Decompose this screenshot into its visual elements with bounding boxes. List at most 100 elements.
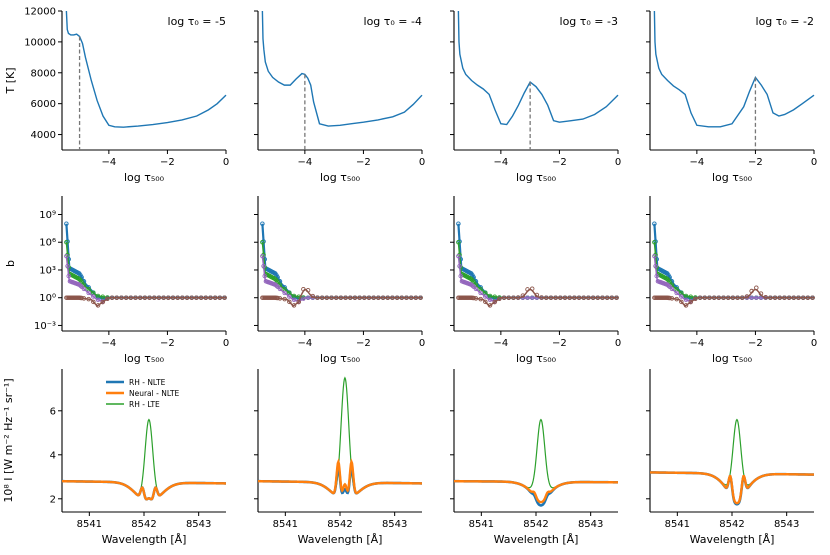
b-circle-1-3-19 bbox=[301, 286, 306, 292]
b-circle-1-3-13 bbox=[275, 295, 280, 301]
temp-ytick-0-0-label: 4000 bbox=[31, 130, 56, 141]
b-circle-1-3-15 bbox=[282, 296, 287, 302]
b-circle-0-3-32 bbox=[166, 295, 171, 300]
b-circle-2-2-26 bbox=[529, 295, 535, 300]
b-circles-1-3 bbox=[260, 286, 423, 308]
b-circle-2-0-0 bbox=[456, 221, 461, 226]
b-circle-2-3-16 bbox=[483, 299, 488, 305]
b-ytick-0-1-label: 10⁰ bbox=[39, 293, 56, 304]
b-circle-3-3-14 bbox=[669, 296, 675, 301]
axes-layer bbox=[58, 10, 815, 516]
b-circle-0-3-41 bbox=[208, 295, 213, 300]
b-circle-0-3-24 bbox=[128, 295, 134, 300]
spec-xtick-1-2-label: 8543 bbox=[382, 519, 407, 530]
b-circle-3-3-36 bbox=[772, 295, 778, 300]
b-circle-0-3-13 bbox=[79, 295, 84, 301]
b-xtick-0-0-label: −4 bbox=[101, 338, 116, 349]
b-circle-2-3-41 bbox=[600, 295, 605, 300]
b-circle-0-3-17 bbox=[95, 303, 101, 308]
b-circle-2-2-12 bbox=[470, 283, 475, 288]
spec-lte-curve-2 bbox=[454, 418, 618, 489]
b-circle-0-3-19 bbox=[105, 296, 110, 302]
b-circle-0-2-17 bbox=[95, 297, 101, 303]
b-circle-1-2-1 bbox=[261, 263, 266, 269]
b-circle-2-2-0 bbox=[456, 253, 461, 259]
b-circle-2-3-25 bbox=[525, 287, 530, 292]
tau0-annotation-1: log τ₀ = -4 bbox=[364, 15, 422, 28]
b-circle-2-2-1 bbox=[457, 263, 462, 269]
b-circle-1-3-21 bbox=[310, 293, 316, 299]
b-circle-0-3-38 bbox=[194, 295, 199, 300]
b-circle-0-3-40 bbox=[203, 295, 209, 300]
b-circle-3-3-19 bbox=[693, 296, 698, 302]
b-circle-0-3-34 bbox=[175, 295, 180, 300]
b-circle-2-3-28 bbox=[539, 295, 544, 300]
b-circle-3-3-28 bbox=[735, 295, 740, 300]
b-circle-3-0-0 bbox=[652, 221, 657, 226]
b-circle-2-2-25 bbox=[525, 295, 530, 300]
b-circle-3-1-13 bbox=[667, 279, 672, 285]
b-xtick-0-1-label: −2 bbox=[160, 338, 175, 349]
b-circle-2-3-34 bbox=[567, 295, 572, 300]
b-circle-0-2-15 bbox=[86, 290, 91, 296]
b-circle-0-1-0 bbox=[64, 239, 69, 245]
b-circle-1-3-20 bbox=[305, 287, 311, 293]
b-circle-0-3-21 bbox=[114, 295, 120, 300]
b-circle-0-2-13 bbox=[79, 284, 84, 289]
b-circle-0-3-28 bbox=[147, 295, 152, 300]
b-circle-0-3-35 bbox=[180, 295, 185, 300]
b-circle-1-3-42 bbox=[408, 295, 414, 300]
b-circle-0-3-22 bbox=[119, 295, 124, 300]
spec-xtick-0-0-label: 8541 bbox=[77, 519, 102, 530]
b-circle-2-3-36 bbox=[576, 295, 582, 300]
b-circle-1-3-34 bbox=[371, 295, 376, 300]
spec-xlabel-2: Wavelength [Å] bbox=[494, 533, 579, 546]
legend-label-2: RH - LTE bbox=[129, 400, 160, 409]
b-ylabel: b bbox=[4, 260, 17, 267]
b-circle-2-2-17 bbox=[487, 297, 493, 303]
b-circle-1-3-40 bbox=[399, 295, 405, 300]
b-circle-0-3-27 bbox=[142, 295, 148, 300]
b-circle-1-3-35 bbox=[376, 295, 381, 300]
b-circle-1-2-13 bbox=[275, 284, 280, 289]
b-circle-2-3-17 bbox=[487, 303, 493, 308]
temp-curve-3 bbox=[653, 10, 815, 128]
temp-xtick-0-0-label: −4 bbox=[101, 157, 116, 168]
spec-ytick-0-2-label: 6 bbox=[50, 406, 56, 417]
b-circle-1-2-19 bbox=[301, 296, 306, 301]
b-circle-1-3-41 bbox=[404, 295, 409, 300]
b-circle-1-3-30 bbox=[352, 295, 358, 300]
spec-neural-curve-1 bbox=[257, 458, 423, 495]
spec-xtick-2-2-label: 8543 bbox=[578, 519, 603, 530]
b-xtick-2-2-label: 0 bbox=[615, 338, 621, 349]
b-ytick-0-2-label: 10³ bbox=[39, 265, 56, 276]
b-circle-0-2-2 bbox=[66, 273, 71, 279]
b-circles-0-3 bbox=[64, 295, 227, 308]
tau0-annotation-2: log τ₀ = -3 bbox=[560, 15, 618, 28]
b-xtick-0-2-label: 0 bbox=[223, 338, 229, 349]
b-circle-0-3-25 bbox=[133, 295, 138, 300]
b-line-3-2 bbox=[653, 256, 814, 303]
b-circle-1-3-16 bbox=[287, 299, 292, 305]
b-circle-3-2-2 bbox=[654, 273, 659, 279]
spec-xtick-1-1-label: 8542 bbox=[327, 519, 352, 530]
b-circle-1-3-36 bbox=[380, 295, 386, 300]
temp-ytick-0-4-label: 12000 bbox=[24, 7, 56, 18]
spec-xtick-3-1-label: 8542 bbox=[719, 519, 744, 530]
b-circle-0-3-20 bbox=[109, 295, 115, 300]
b-circle-3-3-42 bbox=[800, 295, 806, 300]
b-xtick-1-2-label: 0 bbox=[419, 338, 425, 349]
b-circle-0-2-16 bbox=[91, 294, 96, 299]
b-circle-2-1-13 bbox=[471, 279, 476, 285]
b-circle-1-3-33 bbox=[366, 295, 372, 300]
spec-xtick-0-2-label: 8543 bbox=[186, 519, 211, 530]
temp-ylabel: T [K] bbox=[4, 67, 17, 94]
b-circle-2-3-20 bbox=[501, 295, 507, 300]
b-circle-1-1-13 bbox=[275, 279, 280, 285]
b-circle-3-3-44 bbox=[810, 295, 815, 300]
b-circle-3-2-1 bbox=[653, 263, 658, 269]
b-circle-1-0-0 bbox=[260, 221, 265, 226]
b-circles-3-3 bbox=[652, 285, 815, 308]
temp-ytick-0-2-label: 8000 bbox=[31, 68, 56, 79]
b-circle-3-3-25 bbox=[721, 295, 726, 300]
